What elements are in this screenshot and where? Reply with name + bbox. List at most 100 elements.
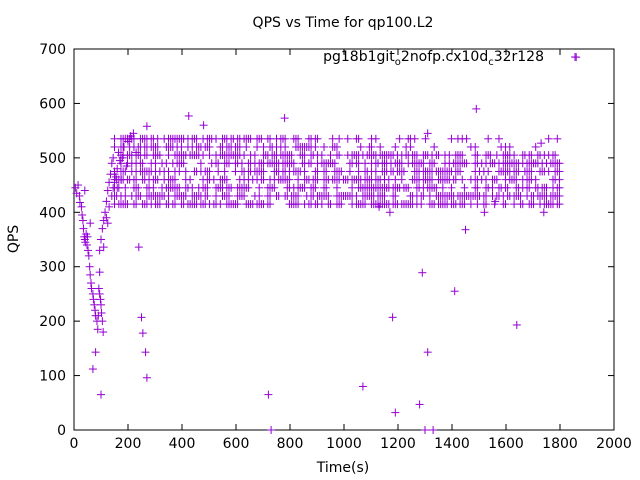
data-point (320, 142, 329, 151)
data-point (471, 142, 480, 151)
data-point (410, 134, 419, 143)
data-point (259, 167, 268, 176)
data-point (335, 151, 344, 160)
data-point (97, 300, 105, 309)
data-point (376, 142, 385, 151)
data-point (203, 191, 212, 200)
data-point (94, 284, 103, 293)
data-point (222, 175, 231, 184)
y-tick-label: 700 (39, 42, 66, 58)
y-tick-label: 600 (39, 96, 66, 112)
data-point (406, 142, 415, 151)
data-point (82, 230, 91, 239)
data-point (423, 129, 432, 138)
data-point (82, 240, 91, 249)
data-point (287, 151, 296, 160)
data-point (311, 183, 320, 192)
data-point (555, 159, 564, 168)
data-point (179, 159, 188, 168)
data-point (332, 142, 341, 151)
data-point (430, 142, 439, 151)
data-point (415, 400, 424, 409)
data-point (98, 317, 107, 326)
y-tick-label: 500 (39, 151, 66, 167)
data-point (199, 121, 208, 130)
data-point (395, 134, 404, 143)
data-point (317, 151, 326, 160)
data-point (501, 200, 510, 209)
data-point (96, 295, 105, 304)
data-point (430, 159, 439, 168)
data-point (138, 159, 147, 168)
data-point (281, 134, 290, 143)
data-point (380, 191, 389, 200)
data-point (149, 183, 158, 192)
data-point (186, 175, 195, 184)
data-point (181, 167, 190, 176)
data-point (84, 246, 93, 255)
data-point (313, 134, 322, 143)
data-point (281, 142, 290, 151)
data-point (294, 191, 303, 200)
chart-title: QPS vs Time for qp100.L2 (253, 15, 434, 31)
data-point (367, 142, 376, 151)
data-point (311, 142, 320, 151)
data-point (343, 134, 352, 143)
data-point (264, 390, 273, 399)
x-tick-label: 800 (277, 436, 304, 452)
data-point (480, 208, 489, 217)
data-point (482, 200, 491, 209)
legend: pg18b1gito2nofp.cx10dc32r128 (323, 49, 579, 68)
data-point (503, 183, 512, 192)
data-point (391, 191, 400, 200)
data-point (205, 167, 214, 176)
data-point (134, 183, 143, 192)
data-point (356, 142, 365, 151)
data-point (280, 114, 289, 123)
data-point (473, 183, 482, 192)
data-point (462, 134, 471, 143)
data-point (142, 122, 151, 131)
data-point (74, 181, 83, 190)
data-point (87, 284, 96, 293)
data-point (490, 200, 499, 209)
data-point (388, 313, 397, 322)
data-point (196, 159, 205, 168)
x-tick-label: 200 (115, 436, 142, 452)
data-point (224, 191, 233, 200)
data-point (423, 348, 432, 357)
data-point (285, 175, 294, 184)
x-tick-label: 600 (223, 436, 250, 452)
data-point (155, 151, 164, 160)
data-point (555, 191, 564, 200)
x-tick-label: 2000 (596, 436, 632, 452)
y-tick-label: 100 (39, 369, 66, 385)
data-point (78, 211, 87, 220)
data-point (322, 167, 331, 176)
data-point (267, 426, 276, 434)
y-tick-label: 200 (39, 314, 66, 330)
data-point (95, 289, 104, 298)
data-point (330, 159, 339, 168)
x-tick-label: 1400 (434, 436, 470, 452)
y-tick-label: 400 (39, 205, 66, 221)
y-tick-label: 0 (57, 423, 66, 439)
data-point (345, 167, 354, 176)
data-point (93, 325, 102, 334)
data-point (531, 175, 540, 184)
data-point (438, 183, 447, 192)
data-point (458, 151, 467, 160)
data-point (88, 289, 97, 298)
data-point (220, 167, 229, 176)
data-point (391, 408, 400, 417)
data-point (555, 175, 564, 184)
data-point (91, 348, 100, 357)
x-tick-label: 1800 (542, 436, 578, 452)
data-point (91, 311, 100, 320)
data-point (77, 202, 86, 211)
data-point (421, 134, 430, 143)
legend-series-marker (571, 53, 579, 61)
data-point (101, 208, 110, 217)
data-point (421, 426, 429, 434)
data-point (242, 142, 251, 151)
